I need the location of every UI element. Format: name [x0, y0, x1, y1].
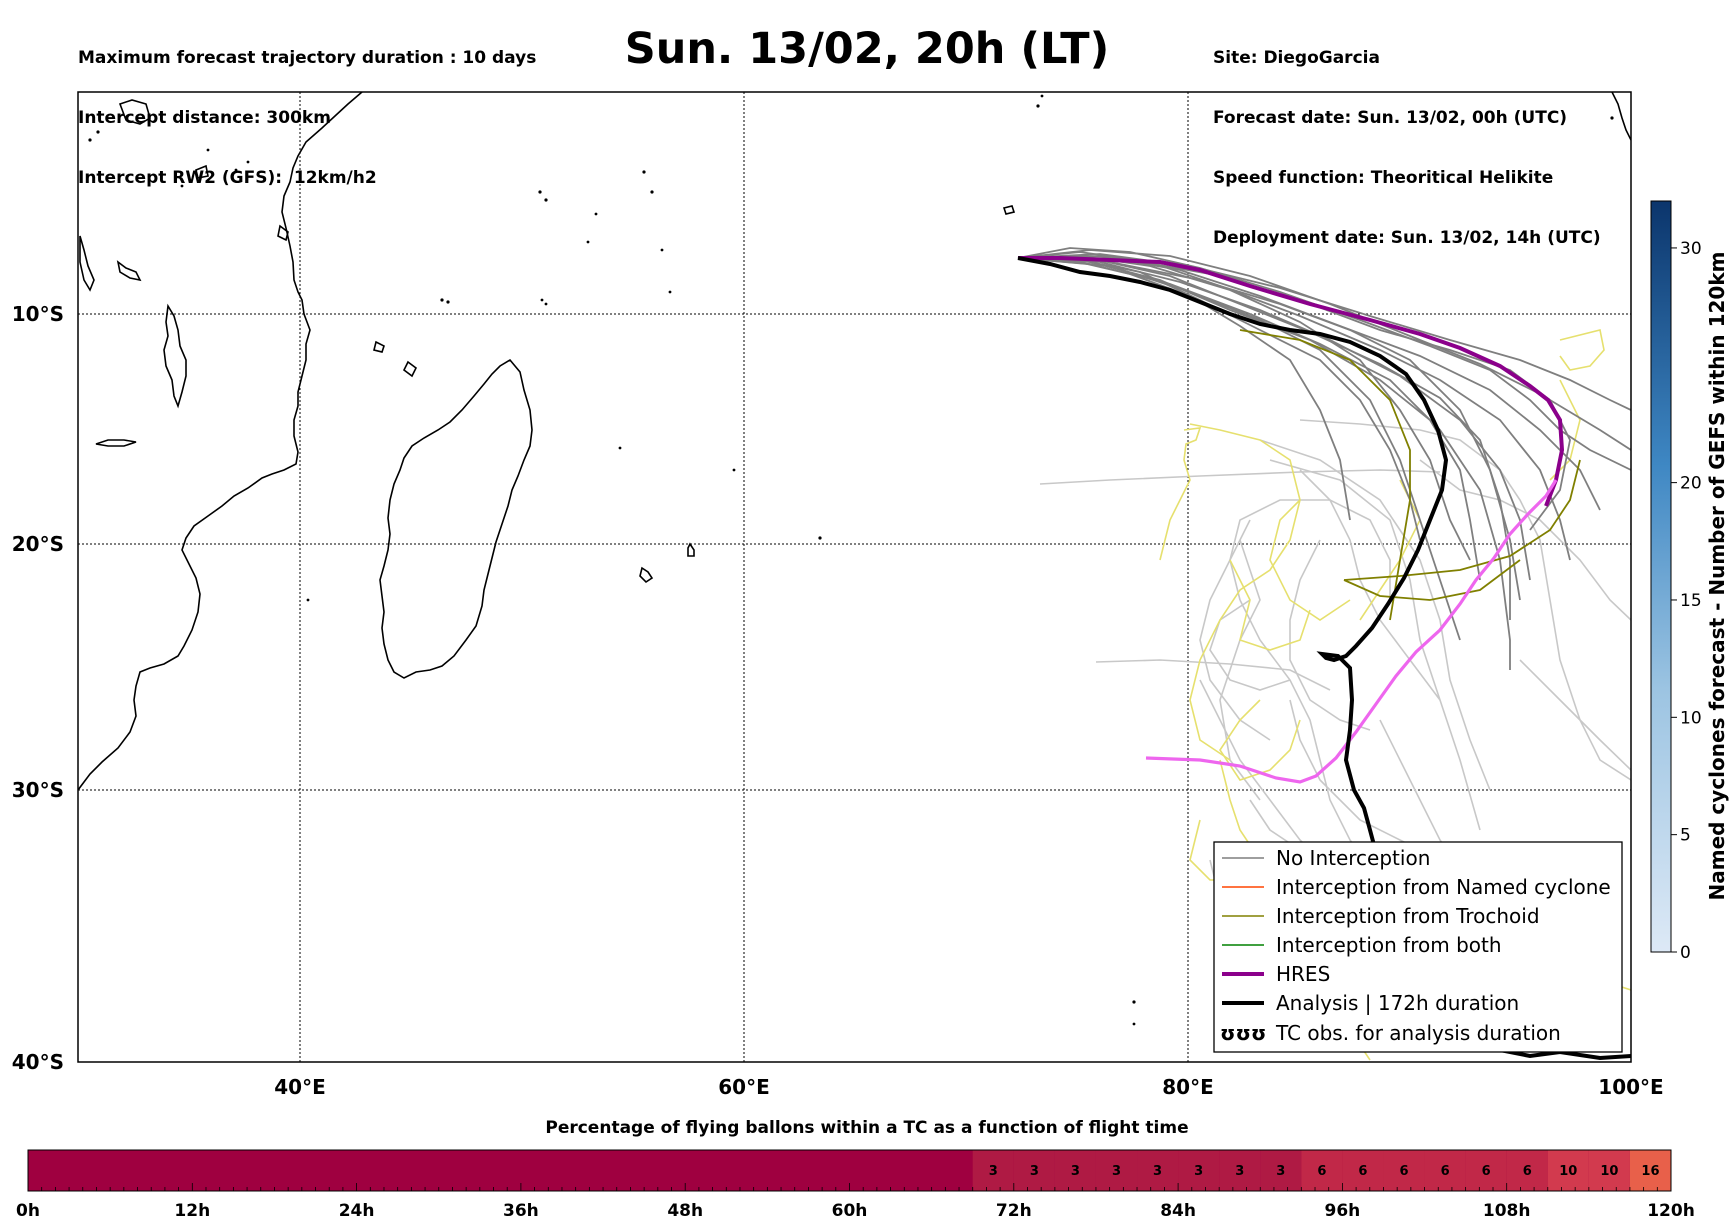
lat-tick-label: 30°S [12, 778, 64, 802]
legend: No Interception Interception from Named … [1213, 841, 1623, 1053]
lon-tick-label: 80°E [1162, 1075, 1214, 1099]
hres-trajectory [1018, 256, 1565, 507]
lat-tick-label: 20°S [12, 532, 64, 556]
header-deployment-date: Deployment date: Sun. 13/02, 14h (UTC) [1213, 228, 1601, 248]
header-left-info: Maximum forecast trajectory duration : 1… [78, 8, 536, 208]
cyclone-colorbar: 0 5 10 15 20 30 Named cyclones forecast - Num… [1650, 200, 1729, 963]
header-speed-function: Speed function: Theoritical Helikite [1213, 168, 1554, 188]
small-islands [88, 94, 1614, 1026]
legend-analysis: Analysis | 172h duration [1276, 991, 1519, 1015]
header-site: Site: DiegoGarcia [1213, 48, 1380, 68]
no-interception-trajectories [1017, 247, 1631, 670]
colorbar-tick-label: 30 [1680, 239, 1702, 259]
colorbar-tick-label: 20 [1680, 474, 1702, 494]
legend-trochoid: Interception from Trochoid [1276, 904, 1540, 928]
header-forecast-date: Forecast date: Sun. 13/02, 00h (UTC) [1213, 108, 1568, 128]
colorbar-label: Named cyclones forecast - Number of GEFS… [1705, 252, 1729, 901]
header-intercept-distance: Intercept distance: 300km [78, 108, 331, 128]
header-duration: Maximum forecast trajectory duration : 1… [78, 48, 537, 68]
legend-both: Interception from both [1276, 933, 1502, 957]
trochoid-interception-trajectories [1239, 329, 1581, 621]
header-intercept-rw2: Intercept RW2 (GFS): 12km/h2 [78, 168, 377, 188]
lon-axis: 40°E 60°E 80°E 100°E [274, 1075, 1663, 1099]
lon-tick-label: 100°E [1598, 1075, 1663, 1099]
time-bar-title: Percentage of flying ballons within a TC… [545, 1118, 1189, 1138]
colorbar-tick-label: 5 [1680, 826, 1691, 846]
colorbar-tick-label: 15 [1680, 591, 1702, 611]
lon-tick-label: 40°E [274, 1075, 326, 1099]
legend-tc-obs: TC obs. for analysis duration [1275, 1021, 1561, 1045]
lat-tick-label: 10°S [12, 302, 64, 326]
legend-hres: HRES [1276, 962, 1330, 986]
colorbar-tick-label: 0 [1680, 943, 1691, 963]
lat-tick-label: 40°S [12, 1050, 64, 1074]
gefs-trajectories-light [1039, 419, 1631, 1021]
analysis-extension-trajectory [1145, 479, 1558, 784]
colorbar-tick-label: 10 [1680, 708, 1702, 728]
page-title: Sun. 13/02, 20h (LT) [624, 24, 1110, 74]
legend-named-cyclone: Interception from Named cyclone [1276, 875, 1611, 899]
header-right-info: Site: DiegoGarcia Forecast date: Sun. 13… [1213, 8, 1601, 268]
legend-tc-symbol: ʊʊʊ [1220, 1021, 1266, 1045]
coastlines [78, 92, 1631, 791]
legend-no-interception: No Interception [1276, 846, 1430, 870]
lat-axis: 10°S 20°S 30°S 40°S [12, 302, 64, 1074]
map-frame [77, 91, 1632, 1063]
lon-tick-label: 60°E [718, 1075, 770, 1099]
map-gridlines [78, 92, 1631, 1062]
